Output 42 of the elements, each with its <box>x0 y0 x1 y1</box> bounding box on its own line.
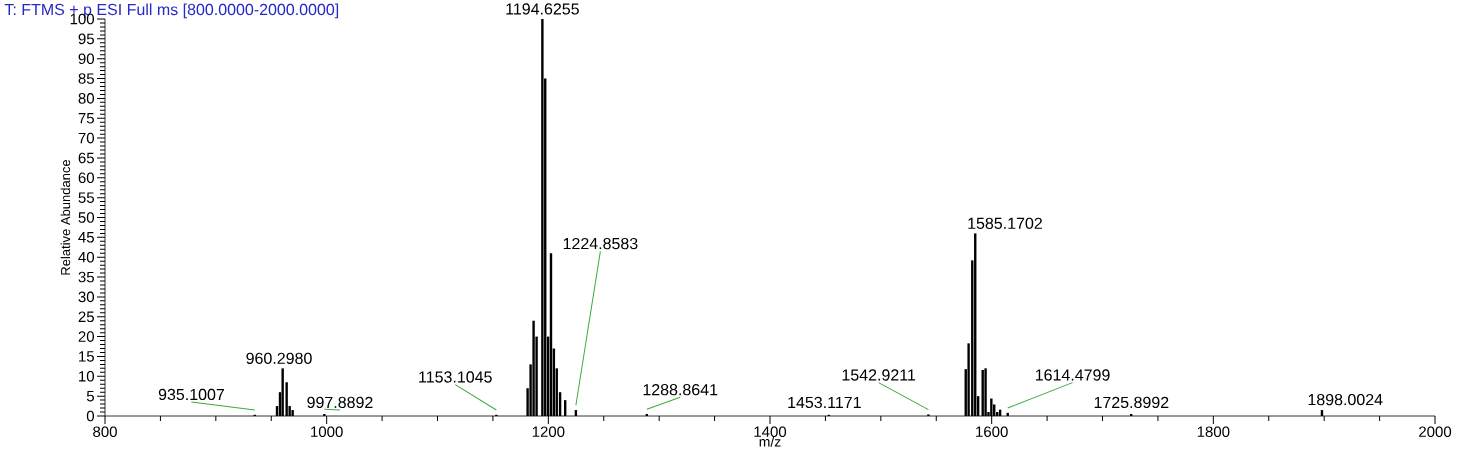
y-tick-label: 0 <box>86 410 95 422</box>
y-tick-label: 30 <box>78 291 95 303</box>
annotation: 1542.9211 <box>842 369 916 381</box>
x-tick-label: 1800 <box>1197 426 1230 438</box>
y-tick-label: 5 <box>86 390 94 402</box>
annotation: 1725.8992 <box>1094 396 1169 409</box>
x-tick-label: 1000 <box>311 426 343 438</box>
x-tick-label: 1600 <box>976 426 1008 438</box>
y-tick-label: 70 <box>78 132 95 144</box>
y-tick-label: 15 <box>79 351 94 362</box>
annotation: 1153.1045 <box>419 371 492 383</box>
y-tick-label: 35 <box>78 271 94 283</box>
x-tick-label: 1200 <box>532 426 565 438</box>
y-tick-label: 80 <box>78 93 95 104</box>
y-tick-label: 10 <box>79 370 95 382</box>
annotation: 997.8892 <box>307 396 373 409</box>
y-tick-label: 45 <box>78 232 94 243</box>
annotation: 1614.4799 <box>1035 369 1110 381</box>
x-tick-label: 1400 <box>754 426 787 438</box>
annotation: 935.1007 <box>158 388 224 401</box>
y-tick-label: 25 <box>78 311 94 323</box>
y-tick-label: 40 <box>78 251 95 263</box>
annotation: 1288.8641 <box>643 384 718 396</box>
annotation: 1194.6255 <box>506 3 579 15</box>
annotation: 960.2980 <box>246 352 312 364</box>
y-axis-title: Relative Abundance <box>60 159 71 275</box>
x-axis-title: m/z <box>759 436 781 447</box>
y-tick-label: 60 <box>78 172 95 184</box>
annotation: 1453.1171 <box>788 396 861 409</box>
annotation: 1585.1702 <box>968 217 1042 229</box>
annotation: 1224.8583 <box>563 237 638 250</box>
y-tick-label: 55 <box>78 192 94 203</box>
x-tick-label: 800 <box>93 426 117 438</box>
annotation: 1898.0024 <box>1308 393 1383 406</box>
y-tick-label: 95 <box>78 33 94 45</box>
y-tick-label: 50 <box>78 212 95 223</box>
x-tick-label: 2000 <box>1419 426 1452 438</box>
y-tick-label: 75 <box>78 113 94 124</box>
y-tick-label: 85 <box>78 73 94 84</box>
y-tick-label: 20 <box>78 331 95 342</box>
y-tick-label: 90 <box>78 53 95 65</box>
y-tick-label: 65 <box>78 152 94 164</box>
